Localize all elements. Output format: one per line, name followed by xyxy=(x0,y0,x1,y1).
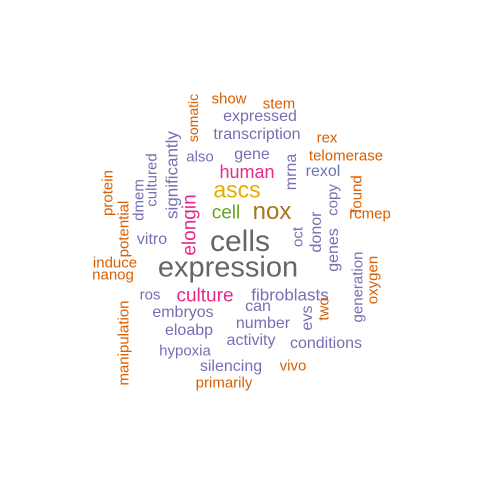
word-cell: cell xyxy=(211,202,241,224)
word-expressed: expressed xyxy=(223,108,297,125)
word-culture: culture xyxy=(176,285,234,307)
word-expression: expression xyxy=(157,251,299,284)
word-dmem: dmem xyxy=(130,179,148,221)
word-vitro: vitro xyxy=(136,231,168,248)
word-genes: genes xyxy=(325,228,342,272)
word-generation: generation xyxy=(349,251,367,323)
word-telomerase: telomerase xyxy=(308,147,384,165)
word-cells: cells xyxy=(209,225,271,258)
word-rcmep: rcmep xyxy=(349,205,391,223)
word-protein: protein xyxy=(99,170,117,216)
word-vivo: vivo xyxy=(279,357,307,375)
word-oct: oct xyxy=(289,226,307,248)
word-mrna: mrna xyxy=(283,153,300,191)
word-human: human xyxy=(219,162,275,182)
word-copy: copy xyxy=(324,184,342,216)
word-manipulation: manipulation xyxy=(115,300,133,386)
word-two: two xyxy=(315,297,333,321)
word-induce: induce xyxy=(92,254,138,272)
word-also: also xyxy=(186,148,214,166)
word-show: show xyxy=(211,90,247,108)
word-rex: rex xyxy=(316,129,338,147)
word-primarily: primarily xyxy=(195,374,253,392)
word-potential: potential xyxy=(115,200,133,258)
word-evs: evs xyxy=(299,305,316,331)
word-ros: ros xyxy=(139,286,161,304)
word-gene: gene xyxy=(234,146,270,163)
word-silencing: silencing xyxy=(199,358,263,375)
word-donor: donor xyxy=(308,211,325,253)
word-significantly: significantly xyxy=(162,131,182,219)
word-can: can xyxy=(245,298,271,315)
word-nox: nox xyxy=(252,198,292,225)
word-fibroblasts: fibroblasts xyxy=(251,285,329,305)
word-ascs: ascs xyxy=(213,176,261,203)
word-conditions: conditions xyxy=(289,335,363,352)
word-somatic: somatic xyxy=(185,93,201,143)
word-hypoxia: hypoxia xyxy=(159,342,211,360)
word-transcription: transcription xyxy=(213,126,301,143)
word-stem: stem xyxy=(262,95,296,113)
word-activity: activity xyxy=(226,332,276,349)
word-rexol: rexol xyxy=(305,163,341,180)
word-embryos: embryos xyxy=(152,304,214,321)
word-nanog: nanog xyxy=(92,266,134,284)
word-oxygen: oxygen xyxy=(364,255,382,305)
word-number: number xyxy=(235,315,291,332)
word-eloabp: eloabp xyxy=(164,322,214,339)
word-elongin: elongin xyxy=(179,194,201,256)
